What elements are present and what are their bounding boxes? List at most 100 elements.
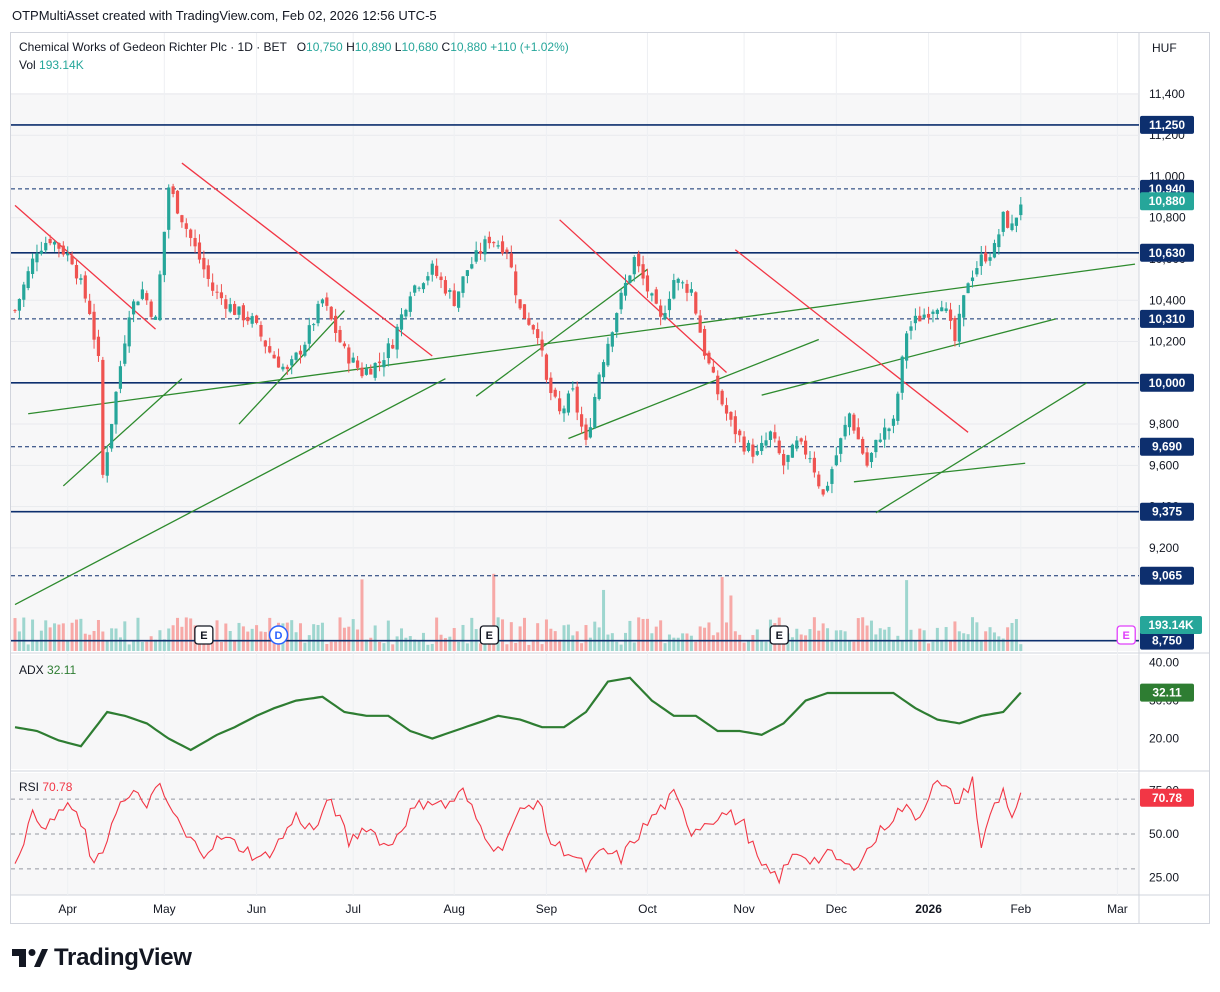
candle-body	[408, 296, 412, 312]
volume-bar	[373, 625, 377, 651]
volume-bar	[70, 622, 74, 651]
open-value: 10,750	[306, 40, 343, 54]
volume-bar	[672, 637, 676, 651]
candle-body	[839, 438, 843, 454]
tradingview-logo-icon	[12, 949, 48, 967]
volume-bar	[540, 644, 544, 651]
volume-bar	[966, 634, 970, 651]
volume-bar	[66, 641, 70, 651]
volume-bar	[729, 595, 733, 651]
volume-bar	[448, 636, 452, 651]
price-tick-label: 9,600	[1149, 458, 1179, 472]
volume-bar	[96, 619, 100, 651]
volume-bar	[716, 632, 720, 651]
volume-bar	[821, 623, 825, 651]
candle-body	[342, 343, 347, 347]
candle-body	[461, 276, 465, 293]
chart-frame: 9,2009,4009,6009,80010,00010,20010,40010…	[10, 32, 1210, 924]
volume-bar	[461, 624, 465, 651]
adx-legend: ADX 32.11	[19, 663, 76, 677]
volume-bar	[927, 643, 931, 651]
candle-body	[615, 313, 619, 333]
candle-body	[127, 317, 131, 347]
level-price-tag	[1140, 243, 1194, 262]
volume-bar	[799, 634, 803, 651]
candle-body	[1014, 217, 1019, 226]
candle-body	[623, 282, 628, 296]
volume-bar	[470, 617, 474, 651]
month-tick-label: May	[153, 902, 176, 916]
candle-body	[158, 274, 162, 321]
candle-body	[760, 442, 764, 452]
volume-bar	[118, 637, 122, 651]
volume-bar	[237, 622, 241, 651]
candle-body	[852, 414, 856, 431]
chart-canvas[interactable]: 9,2009,4009,6009,80010,00010,20010,40010…	[11, 33, 1209, 923]
candle-body	[272, 354, 276, 359]
volume-bar	[549, 628, 553, 651]
candle-body	[228, 304, 232, 312]
volume-bar	[694, 641, 698, 651]
volume-value: 193.14K	[39, 58, 84, 72]
price-tick-label: 9,200	[1149, 541, 1179, 555]
volume-bar	[180, 626, 184, 651]
candle-body	[180, 215, 184, 223]
tradingview-logo[interactable]: TradingView	[12, 944, 192, 972]
candle-body	[105, 452, 109, 476]
candle-body	[136, 301, 140, 306]
candle-body	[413, 285, 417, 293]
candle-body	[940, 307, 944, 312]
volume-bar	[988, 627, 992, 651]
currency-label[interactable]: HUF	[1152, 41, 1177, 55]
volume-bar	[804, 635, 808, 651]
volume-bar	[795, 628, 799, 651]
volume-bar	[57, 624, 61, 651]
candle-body	[698, 315, 702, 333]
candle-body	[241, 305, 245, 321]
candle-body	[254, 315, 259, 323]
candle-body	[518, 299, 522, 309]
volume-bar	[421, 632, 425, 651]
volume-bar	[645, 618, 649, 651]
candle-body	[957, 313, 961, 342]
level-price-label: 10,310	[1149, 312, 1186, 326]
volume-bar	[628, 620, 632, 651]
symbol-label[interactable]: Chemical Works of Gedeon Richter Plc · 1…	[19, 40, 287, 54]
volume-bar	[167, 628, 171, 651]
candle-body	[883, 427, 887, 440]
candle-body	[417, 287, 421, 289]
candle-body	[931, 311, 935, 314]
candle-body	[790, 444, 795, 458]
candle-body	[768, 431, 773, 440]
candle-body	[83, 275, 87, 299]
volume-bar	[435, 617, 439, 651]
volume-bar	[584, 625, 588, 651]
candle-body	[57, 243, 61, 249]
month-tick-label: Jun	[247, 902, 266, 916]
volume-bar	[294, 632, 298, 651]
candle-body	[483, 239, 487, 255]
candle-body	[44, 242, 48, 251]
candle-body	[114, 391, 118, 425]
price-tick-label: 11,400	[1149, 87, 1185, 101]
candle-body	[206, 265, 210, 279]
candle-body	[909, 326, 913, 331]
candle-body	[386, 343, 390, 359]
volume-bar	[154, 639, 158, 651]
candle-body	[637, 253, 641, 267]
volume-value-label: 193.14K	[1148, 618, 1194, 632]
volume-bar	[127, 644, 131, 651]
candle-body	[237, 306, 241, 315]
volume-bar	[637, 617, 641, 651]
volume-bar	[307, 635, 311, 651]
price-tick-label: 9,800	[1149, 417, 1179, 431]
candle-body	[35, 253, 39, 263]
candle-body	[606, 343, 610, 366]
candle-body	[492, 242, 496, 244]
candle-body	[325, 297, 329, 306]
volume-bar	[140, 641, 144, 651]
volume-bar	[676, 637, 680, 651]
candle-body	[659, 305, 663, 317]
level-price-tag	[1140, 437, 1194, 456]
volume-bar	[184, 617, 188, 651]
